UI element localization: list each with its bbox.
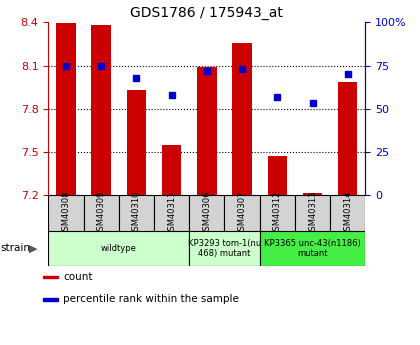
Bar	[260, 195, 295, 231]
Bar	[43, 298, 58, 300]
Bar	[127, 90, 146, 195]
Bar	[189, 195, 224, 231]
Title: GDS1786 / 175943_at: GDS1786 / 175943_at	[131, 6, 283, 20]
Bar	[303, 193, 322, 195]
Text: strain: strain	[1, 244, 31, 253]
Text: GSM40306: GSM40306	[202, 190, 211, 236]
Text: GSM40313: GSM40313	[308, 190, 317, 236]
Bar	[48, 195, 84, 231]
Text: wildtype: wildtype	[101, 244, 136, 253]
Text: KP3293 tom-1(nu
468) mutant: KP3293 tom-1(nu 468) mutant	[188, 239, 261, 258]
Bar	[162, 145, 181, 195]
Bar	[197, 67, 217, 195]
Bar	[92, 24, 111, 195]
Text: GSM40307: GSM40307	[238, 190, 247, 236]
Bar	[224, 195, 260, 231]
Bar	[48, 231, 189, 266]
Text: GSM40314: GSM40314	[343, 190, 352, 236]
Bar	[56, 23, 76, 195]
Bar	[84, 195, 119, 231]
Text: ▶: ▶	[29, 244, 37, 253]
Bar	[189, 231, 260, 266]
Bar	[154, 195, 189, 231]
Bar	[338, 82, 357, 195]
Text: GSM40309: GSM40309	[97, 190, 106, 236]
Bar	[43, 276, 58, 278]
Text: GSM40311: GSM40311	[167, 190, 176, 236]
Text: percentile rank within the sample: percentile rank within the sample	[63, 294, 239, 304]
Text: GSM40308: GSM40308	[61, 190, 71, 236]
Bar	[295, 195, 330, 231]
Text: count: count	[63, 272, 93, 282]
Text: GSM40310: GSM40310	[132, 190, 141, 236]
Text: KP3365 unc-43(n1186)
mutant: KP3365 unc-43(n1186) mutant	[264, 239, 361, 258]
Bar	[260, 231, 365, 266]
Bar	[330, 195, 365, 231]
Bar	[119, 195, 154, 231]
Bar	[232, 42, 252, 195]
Text: GSM40312: GSM40312	[273, 190, 282, 236]
Bar	[268, 156, 287, 195]
